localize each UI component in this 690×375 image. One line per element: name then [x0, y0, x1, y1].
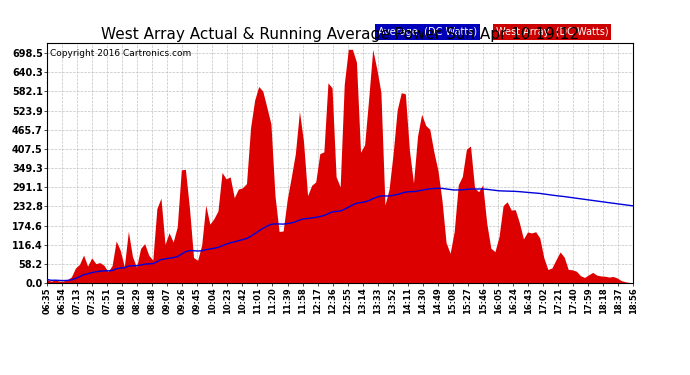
Text: Copyright 2016 Cartronics.com: Copyright 2016 Cartronics.com — [50, 49, 191, 58]
Text: West Array  (DC Watts): West Array (DC Watts) — [495, 27, 608, 37]
Title: West Array Actual & Running Average Power Sun Apr 10 19:12: West Array Actual & Running Average Powe… — [101, 27, 579, 42]
Text: Average  (DC Watts): Average (DC Watts) — [378, 27, 477, 37]
